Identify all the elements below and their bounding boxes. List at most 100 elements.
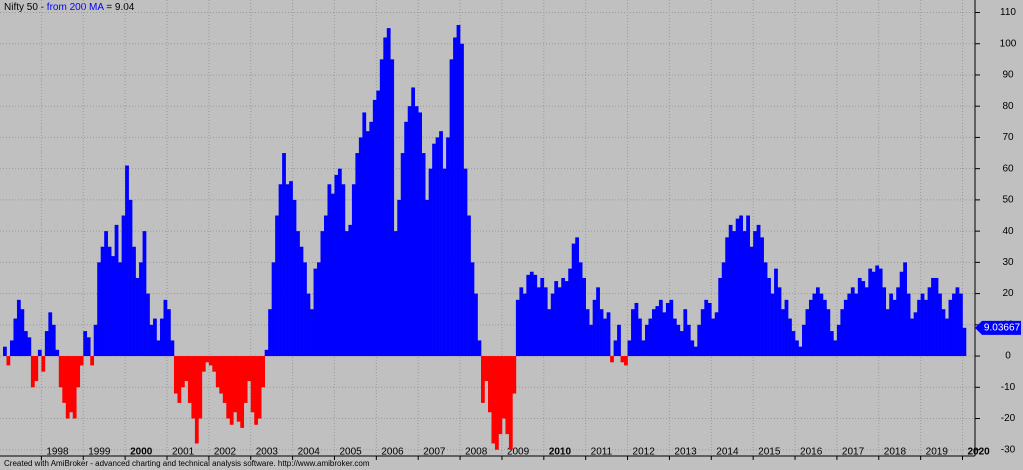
bar xyxy=(620,356,625,363)
bar xyxy=(658,299,663,357)
x-tick-label: 2017 xyxy=(842,447,865,458)
bar xyxy=(536,287,541,357)
bar xyxy=(104,231,108,357)
bar xyxy=(383,37,388,357)
bar xyxy=(885,309,890,357)
bar xyxy=(676,324,681,357)
bar xyxy=(721,262,726,357)
bar xyxy=(58,356,63,388)
bar xyxy=(812,293,817,357)
bar xyxy=(665,302,670,357)
bar xyxy=(72,356,77,419)
x-tick-label: 2005 xyxy=(339,447,362,458)
bar xyxy=(418,112,422,357)
bar xyxy=(9,340,14,357)
x-tick-label: 2009 xyxy=(507,447,530,458)
bar xyxy=(826,309,831,357)
bar xyxy=(125,165,129,357)
bar xyxy=(906,293,911,357)
x-tick-label: 2007 xyxy=(423,447,446,458)
bar xyxy=(23,331,28,357)
y-tick-label: 80 xyxy=(1002,101,1014,112)
title-prefix: Nifty 50 - xyxy=(4,2,44,13)
bar xyxy=(41,356,46,372)
bar xyxy=(226,356,231,419)
bar xyxy=(606,312,611,357)
bar xyxy=(892,299,897,357)
bar xyxy=(836,324,841,357)
bar xyxy=(707,302,712,357)
bar xyxy=(372,99,377,357)
bar xyxy=(871,271,876,357)
bar xyxy=(446,137,450,357)
bar xyxy=(184,356,189,382)
last-value-marker xyxy=(975,320,1021,335)
title-value: = 9.04 xyxy=(106,2,135,13)
bar xyxy=(501,356,506,419)
bar xyxy=(515,299,520,357)
bar xyxy=(788,318,792,357)
bar xyxy=(742,231,747,357)
bar xyxy=(460,43,464,357)
bar xyxy=(264,349,269,357)
bar xyxy=(324,215,328,357)
bar xyxy=(634,302,639,357)
bar xyxy=(533,274,538,357)
bar xyxy=(543,287,548,357)
bar xyxy=(882,287,887,357)
bar xyxy=(732,231,737,357)
bar xyxy=(62,356,67,403)
bar xyxy=(327,184,332,357)
bar xyxy=(313,268,318,357)
x-tick-label: 2019 xyxy=(926,447,949,458)
bar xyxy=(711,318,716,357)
x-tick-label: 2015 xyxy=(758,447,781,458)
bar xyxy=(254,356,259,425)
bar xyxy=(575,237,580,357)
bar xyxy=(114,224,119,357)
bar xyxy=(948,299,953,357)
bar xyxy=(37,349,42,357)
bar xyxy=(952,293,956,357)
bar xyxy=(355,153,360,357)
bar xyxy=(30,356,35,388)
bar xyxy=(700,309,705,357)
bar xyxy=(397,199,402,357)
bar xyxy=(453,37,457,357)
bar xyxy=(13,318,18,357)
bar xyxy=(631,309,635,357)
x-tick-label: 2006 xyxy=(381,447,404,458)
bar xyxy=(442,168,447,357)
y-tick-label: 90 xyxy=(1002,70,1014,81)
bar xyxy=(65,356,70,419)
bar xyxy=(802,324,806,357)
bar xyxy=(177,356,182,403)
bar xyxy=(79,356,84,366)
bar xyxy=(261,356,265,388)
bar xyxy=(135,277,140,357)
bar xyxy=(320,231,325,357)
bar xyxy=(139,262,143,357)
bar xyxy=(655,306,660,357)
bar xyxy=(212,356,217,372)
bar xyxy=(163,299,168,357)
bar xyxy=(285,184,290,357)
y-tick-label: 110 xyxy=(1000,7,1016,18)
bar xyxy=(959,293,963,357)
bar xyxy=(519,287,524,357)
bar xyxy=(275,215,279,357)
bar xyxy=(934,277,939,357)
bar xyxy=(358,137,363,357)
bar xyxy=(683,309,688,357)
bar xyxy=(494,356,499,450)
bar xyxy=(449,59,454,357)
bar xyxy=(962,327,967,357)
x-tick-label: 2008 xyxy=(465,447,488,458)
bar xyxy=(704,299,709,357)
bar xyxy=(219,356,224,394)
bar xyxy=(278,184,283,357)
bar xyxy=(526,274,531,357)
bar xyxy=(899,271,904,357)
bar xyxy=(243,356,248,403)
